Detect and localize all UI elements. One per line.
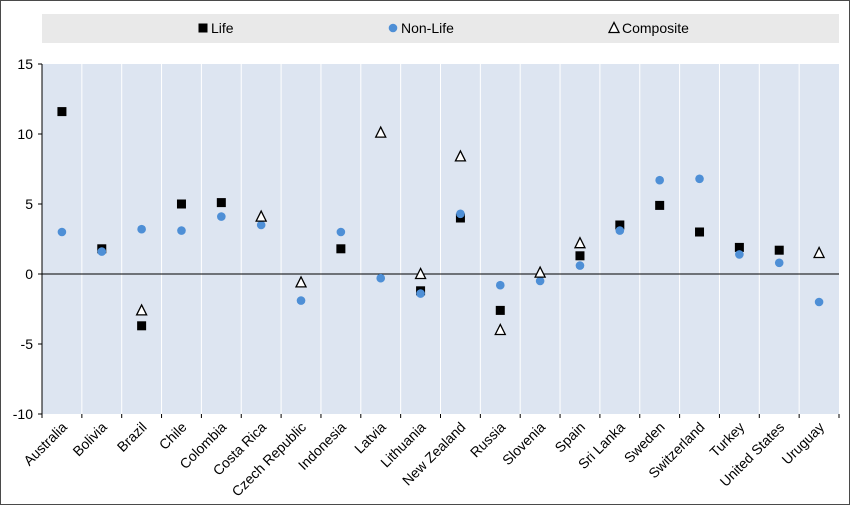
legend-label-non-life: Non-Life [401, 20, 454, 36]
y-tick-label: -10 [13, 406, 33, 422]
x-tick-label-spain: Spain [551, 419, 588, 456]
point-life-united-states [774, 245, 784, 255]
point-non-life-united-states [774, 258, 784, 268]
point-non-life-latvia [376, 273, 386, 283]
x-tick-label-slovenia: Slovenia [499, 419, 548, 468]
point-life-australia [57, 107, 67, 117]
x-tick-label-uruguay: Uruguay [778, 419, 827, 468]
point-non-life-colombia [217, 212, 226, 221]
point-life-russia [495, 305, 505, 315]
point-non-life-switzerland [695, 174, 704, 184]
point-composite-lithuania [414, 267, 427, 280]
point-composite-czech-republic [294, 275, 308, 288]
point-non-life-chile [177, 226, 186, 235]
point-composite-slovenia [534, 265, 547, 278]
point-life-chile [176, 199, 186, 209]
point-non-life-czech-republic [296, 296, 306, 305]
point-composite-latvia [374, 125, 387, 138]
point-non-life-lithuania [416, 289, 425, 298]
x-tick-label-australia: Australia [20, 419, 70, 469]
x-tick-label-brazil: Brazil [114, 419, 150, 455]
x-tick-label-chile: Chile [156, 419, 190, 453]
point-life-turkey [734, 242, 744, 252]
point-non-life-spain [575, 261, 585, 270]
legend-background [42, 14, 839, 43]
point-non-life-turkey [735, 250, 744, 259]
legend-label-life: Life [211, 20, 234, 36]
legend-marker-composite [607, 21, 621, 34]
point-non-life-brazil [137, 224, 146, 234]
point-life-indonesia [336, 244, 346, 254]
point-composite-spain [573, 236, 587, 249]
point-non-life-sri-lanka [615, 226, 625, 235]
x-tick-label-latvia: Latvia [351, 419, 389, 457]
point-composite-russia [494, 323, 507, 336]
legend-label-composite: Composite [622, 20, 689, 36]
point-life-sweden [655, 200, 665, 210]
point-life-spain [575, 251, 585, 261]
point-life-brazil [137, 321, 147, 331]
y-tick-label: 5 [25, 196, 33, 212]
y-tick-label: 0 [25, 266, 33, 282]
legend-marker-life [198, 23, 208, 33]
point-non-life-bolivia [97, 247, 107, 256]
point-composite-costa-rica [255, 209, 268, 222]
point-composite-uruguay [813, 246, 826, 259]
y-tick-label: 10 [17, 126, 33, 142]
point-non-life-uruguay [814, 297, 824, 307]
point-life-switzerland [695, 227, 705, 237]
point-non-life-sweden [655, 175, 664, 185]
point-life-sri-lanka [615, 220, 625, 230]
point-non-life-new-zealand [456, 209, 465, 219]
point-non-life-indonesia [336, 227, 346, 237]
y-tick-label: -5 [21, 336, 34, 352]
point-life-colombia [216, 198, 226, 208]
y-tick-label: 15 [17, 56, 33, 72]
x-tick-label-bolivia: Bolivia [69, 419, 110, 460]
point-composite-new-zealand [454, 149, 467, 162]
legend-marker-non-life [388, 23, 398, 33]
point-non-life-russia [495, 280, 505, 290]
point-non-life-slovenia [535, 276, 545, 286]
point-non-life-costa-rica [256, 220, 266, 230]
point-composite-brazil [135, 303, 148, 316]
point-non-life-australia [57, 227, 67, 237]
